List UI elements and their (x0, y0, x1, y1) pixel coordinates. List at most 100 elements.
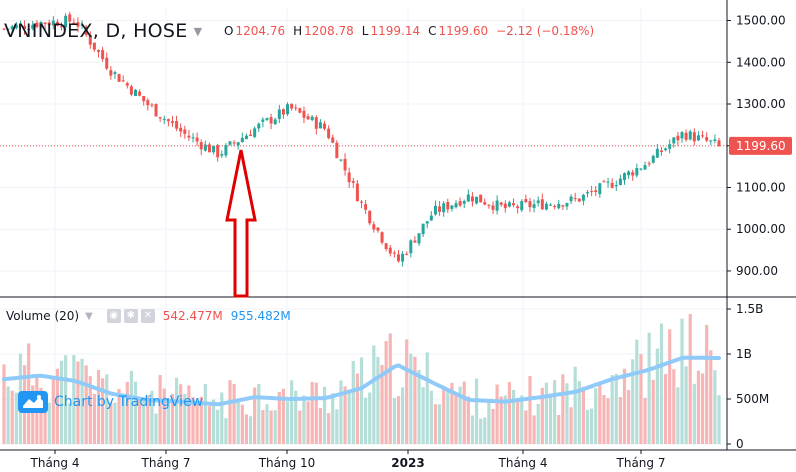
chevron-down-icon[interactable]: ▼ (193, 24, 203, 38)
volume-bar (643, 397, 647, 444)
volume-bar (327, 413, 331, 444)
volume-bar (524, 410, 528, 444)
volume-bar (553, 380, 557, 444)
volume-indicator-controls: ◉ ✱ ✕ (106, 309, 155, 323)
symbol-title[interactable]: VNINDEX, D, HOSE (4, 20, 188, 42)
candle-body (705, 137, 709, 141)
volume-bar (211, 399, 216, 444)
volume-bar (240, 404, 244, 444)
candle-body (158, 117, 162, 119)
volume-bar (540, 387, 544, 444)
candle-body (614, 185, 618, 187)
volume-bar (474, 378, 479, 444)
eye-icon[interactable]: ◉ (106, 309, 121, 323)
volume-bar (626, 390, 631, 444)
volume-bar (618, 397, 622, 444)
time-tick-label: 2023 (391, 456, 424, 470)
candle-body (598, 183, 602, 195)
candle-body (647, 163, 651, 165)
candle-body (187, 135, 191, 138)
candle-body (253, 128, 257, 137)
volume-bar (487, 400, 491, 444)
close-label: C (428, 24, 437, 38)
candle-body (179, 127, 183, 132)
volume-bar (207, 406, 212, 444)
volume-bar (433, 404, 438, 444)
candle-body (458, 201, 462, 206)
candle-body (331, 137, 335, 143)
volume-bar (146, 395, 150, 444)
candle-body (47, 22, 51, 26)
volume-bar (162, 388, 166, 444)
volume-bar (236, 400, 240, 444)
volume-bar (355, 373, 359, 444)
candle-body (651, 155, 655, 163)
volume-bar (59, 360, 64, 444)
volume-label[interactable]: Volume (20) (6, 309, 80, 323)
candle-body (499, 202, 503, 205)
low-value: 1199.14 (370, 24, 421, 38)
candle-body (51, 20, 55, 26)
volume-bar (598, 383, 602, 444)
volume-ma-line (2, 355, 721, 407)
candle-body (224, 145, 228, 156)
volume-bar (561, 374, 565, 444)
candle-body (569, 196, 573, 202)
candle-body (150, 104, 154, 106)
volume-bar (224, 418, 228, 444)
volume-bar (548, 397, 553, 444)
price-tag-text: 1199.60 (736, 139, 786, 153)
volume-bar (121, 394, 125, 444)
candle-body (244, 135, 248, 140)
candle-body (696, 135, 700, 141)
volume-bar (31, 385, 35, 444)
volume-bar (220, 392, 224, 444)
price-candles (2, 11, 721, 267)
axes (0, 0, 796, 451)
volume-bar (191, 397, 195, 444)
volume-bar (532, 415, 536, 444)
open-label: O (224, 24, 234, 38)
close-icon[interactable]: ✕ (140, 309, 155, 323)
candle-body (553, 205, 557, 207)
tradingview-watermark[interactable]: Chart by TradingView (18, 391, 203, 413)
volume-bar (614, 373, 618, 444)
volume-bar (84, 365, 88, 444)
gear-icon[interactable]: ✱ (123, 309, 138, 323)
candle-body (125, 83, 129, 86)
candle-body (84, 26, 88, 35)
volume-bar (417, 370, 421, 444)
volume-bar (335, 409, 339, 444)
volume-bar (80, 358, 84, 444)
volume-bar (364, 397, 368, 444)
volume-bar (331, 393, 335, 444)
price-tick-label: 1300.00 (736, 97, 786, 111)
symbol-legend[interactable]: VNINDEX, D, HOSE ▼ O 1204.76 H 1208.78 L 11… (4, 20, 594, 42)
volume-bar (577, 381, 581, 444)
volume-bar (290, 380, 294, 444)
candle-body (232, 142, 236, 144)
volume-bar (454, 393, 458, 444)
candle-body (265, 118, 269, 120)
volume-bar (203, 383, 207, 444)
price-tick-label: 1500.00 (736, 14, 786, 28)
candle-body (314, 117, 318, 129)
volume-bar (39, 387, 43, 444)
candle-body (105, 57, 109, 69)
candle-body (6, 28, 10, 30)
chevron-down-icon[interactable]: ▼ (85, 310, 93, 322)
candle-body (129, 86, 133, 95)
volume-bar (265, 404, 269, 444)
candle-body (446, 202, 450, 210)
candle-body (203, 144, 207, 151)
candle-body (183, 129, 187, 134)
candle-body (655, 148, 659, 158)
open-value: 1204.76 (235, 24, 286, 38)
time-tick-label: Tháng 10 (258, 456, 316, 470)
volume-legend[interactable]: Volume (20) ▼ ◉ ✱ ✕ 542.477M 955.482M (6, 309, 291, 323)
candle-body (479, 194, 483, 203)
volume-bar (676, 387, 680, 444)
candle-body (97, 49, 101, 52)
volume-bar (479, 418, 483, 444)
